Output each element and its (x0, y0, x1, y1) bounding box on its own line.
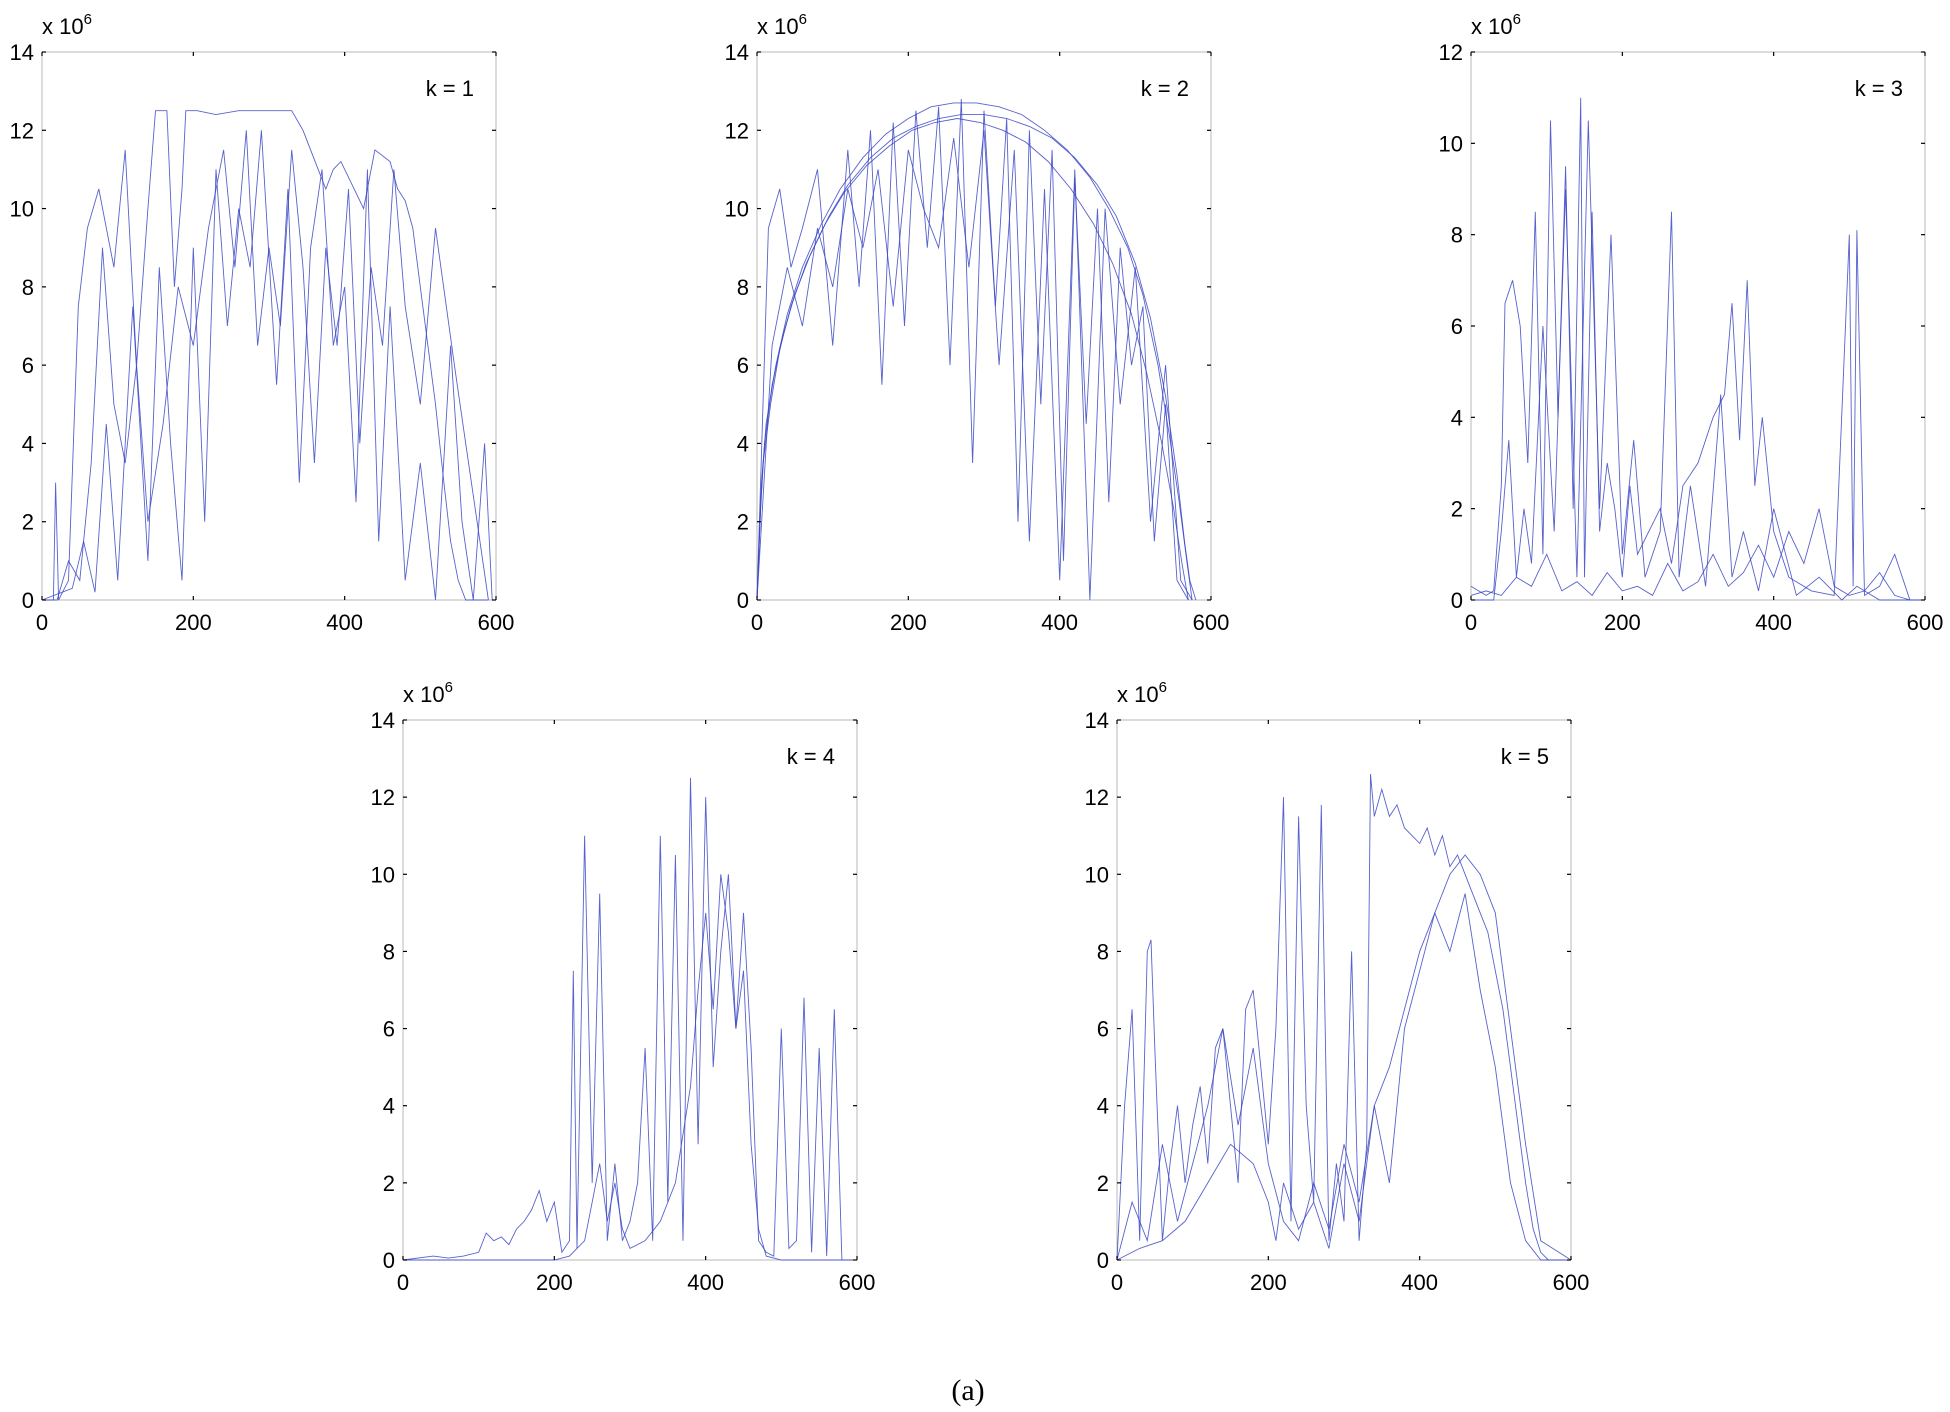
series-line (1116, 854, 1572, 1261)
series-line (1470, 508, 1925, 601)
panel-annotation: k = 3 (1855, 76, 1903, 101)
y-tick-label: 12 (1085, 785, 1109, 810)
x-tick-label: 0 (1111, 1270, 1123, 1295)
y-tick-label: 6 (1097, 1017, 1109, 1042)
chart-panel: 0 200 400 600 0 2 4 6 8 10 12 14 x 106 k = 5 (1085, 679, 1590, 1295)
chart-panel: 0 200 400 600 0 2 4 6 8 10 12 14 x 106 k = 1 (10, 11, 515, 635)
y-tick-label: 8 (1097, 939, 1109, 964)
x-tick-label: 0 (397, 1270, 409, 1295)
series-line (1470, 97, 1925, 601)
x-tick-label: 400 (1041, 610, 1078, 635)
series-line (756, 118, 1189, 601)
series-line (42, 130, 489, 601)
y-tick-label: 6 (737, 353, 749, 378)
y-tick-label: 0 (1451, 588, 1463, 613)
series-line (1471, 120, 1925, 601)
figure-caption: (a) (951, 1374, 984, 1407)
series-line (1116, 773, 1571, 1261)
x-tick-label: 200 (890, 610, 927, 635)
y-tick-label: 12 (725, 118, 749, 143)
y-tick-label: 10 (10, 197, 34, 222)
y-tick-label: 14 (10, 40, 34, 65)
y-tick-label: 2 (383, 1171, 395, 1196)
x-tick-label: 600 (839, 1270, 876, 1295)
y-tick-label: 2 (1451, 497, 1463, 522)
x-tick-label: 400 (1401, 1270, 1438, 1295)
y-tick-label: 14 (371, 708, 395, 733)
panel-annotation: k = 1 (426, 76, 474, 101)
y-tick-label: 2 (737, 510, 749, 535)
y-tick-label: 0 (383, 1248, 395, 1273)
series-line (42, 110, 489, 601)
y-tick-label: 14 (1085, 708, 1109, 733)
y-tick-label: 10 (1085, 862, 1109, 887)
y-tick-label: 12 (1439, 40, 1463, 65)
y-tick-label: 10 (371, 862, 395, 887)
y-exponent-label: x 106 (1471, 11, 1521, 39)
y-tick-label: 8 (383, 939, 395, 964)
series-line (756, 102, 1193, 601)
panel-annotation: k = 4 (787, 744, 835, 769)
x-tick-label: 600 (1907, 610, 1944, 635)
y-tick-label: 6 (383, 1017, 395, 1042)
x-tick-label: 400 (687, 1270, 724, 1295)
y-exponent-label: x 106 (757, 11, 807, 39)
series-line (41, 130, 493, 601)
x-tick-label: 200 (1250, 1270, 1287, 1295)
x-tick-label: 400 (326, 610, 363, 635)
y-tick-label: 4 (1097, 1094, 1109, 1119)
x-tick-label: 200 (1604, 610, 1641, 635)
y-exponent-label: x 106 (1117, 679, 1167, 707)
y-tick-label: 6 (1451, 314, 1463, 339)
y-tick-label: 12 (10, 118, 34, 143)
x-tick-label: 600 (1193, 610, 1230, 635)
chart-panel: 0 200 400 600 0 2 4 6 8 10 12 14 x 106 k = 2 (725, 11, 1230, 635)
y-tick-label: 8 (22, 275, 34, 300)
y-tick-label: 14 (725, 40, 749, 65)
y-tick-label: 4 (22, 431, 34, 456)
x-tick-label: 0 (36, 610, 48, 635)
x-tick-label: 600 (1553, 1270, 1590, 1295)
series-line (1116, 893, 1571, 1261)
y-tick-label: 0 (1097, 1248, 1109, 1273)
series-line (756, 98, 1189, 601)
y-tick-label: 12 (371, 785, 395, 810)
y-tick-label: 8 (737, 275, 749, 300)
series-line (403, 874, 857, 1261)
series-line (756, 130, 1193, 601)
x-tick-label: 400 (1755, 610, 1792, 635)
y-tick-label: 4 (1451, 405, 1463, 430)
y-tick-label: 8 (1451, 223, 1463, 248)
y-tick-label: 2 (1097, 1171, 1109, 1196)
y-exponent-label: x 106 (403, 679, 453, 707)
series-line (402, 777, 857, 1261)
y-tick-label: 10 (1439, 131, 1463, 156)
y-tick-label: 4 (737, 431, 749, 456)
y-tick-label: 10 (725, 197, 749, 222)
panel-annotation: k = 5 (1501, 744, 1549, 769)
y-tick-label: 0 (737, 588, 749, 613)
y-tick-label: 6 (22, 353, 34, 378)
chart-panel: 0 200 400 600 0 2 4 6 8 10 12 14 x 106 k = 4 (371, 679, 876, 1295)
y-tick-label: 0 (22, 588, 34, 613)
y-tick-label: 2 (22, 510, 34, 535)
chart-panel: 0 200 400 600 0 2 4 6 8 10 12 x 106 k = 3 (1439, 11, 1944, 635)
x-tick-label: 200 (536, 1270, 573, 1295)
x-tick-label: 600 (478, 610, 515, 635)
panel-annotation: k = 2 (1141, 76, 1189, 101)
x-tick-label: 200 (175, 610, 212, 635)
x-tick-label: 0 (1465, 610, 1477, 635)
y-exponent-label: x 106 (42, 11, 92, 39)
y-tick-label: 4 (383, 1094, 395, 1119)
x-tick-label: 0 (751, 610, 763, 635)
